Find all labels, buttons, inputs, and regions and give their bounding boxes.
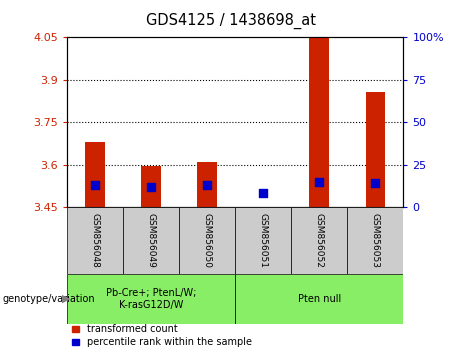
Bar [235,274,403,324]
Bar [123,207,179,274]
Bar [235,207,291,274]
Bar [366,92,385,207]
Text: GSM856048: GSM856048 [90,213,100,268]
Point [91,182,99,188]
Bar [85,142,105,207]
Bar [197,162,217,207]
Text: Pb-Cre+; PtenL/W;
K-rasG12D/W: Pb-Cre+; PtenL/W; K-rasG12D/W [106,288,196,310]
Point [147,184,154,189]
Bar [67,207,123,274]
Text: Pten null: Pten null [298,294,341,304]
Text: genotype/variation: genotype/variation [2,294,95,304]
Bar [291,207,347,274]
Text: GSM856049: GSM856049 [147,213,155,268]
Point [203,182,211,188]
Point [315,179,323,184]
Text: GSM856053: GSM856053 [371,213,380,268]
Text: GDS4125 / 1438698_at: GDS4125 / 1438698_at [146,12,315,29]
Point [372,181,379,186]
Bar [179,207,235,274]
Text: GSM856051: GSM856051 [259,213,268,268]
Text: GSM856050: GSM856050 [202,213,212,268]
Bar [347,207,403,274]
Bar [67,274,235,324]
Bar [254,206,273,207]
Bar [141,166,161,207]
Text: GSM856052: GSM856052 [315,213,324,268]
Legend: transformed count, percentile rank within the sample: transformed count, percentile rank withi… [72,325,252,347]
Bar [309,38,329,207]
Text: ▶: ▶ [62,294,71,304]
Point [260,191,267,196]
